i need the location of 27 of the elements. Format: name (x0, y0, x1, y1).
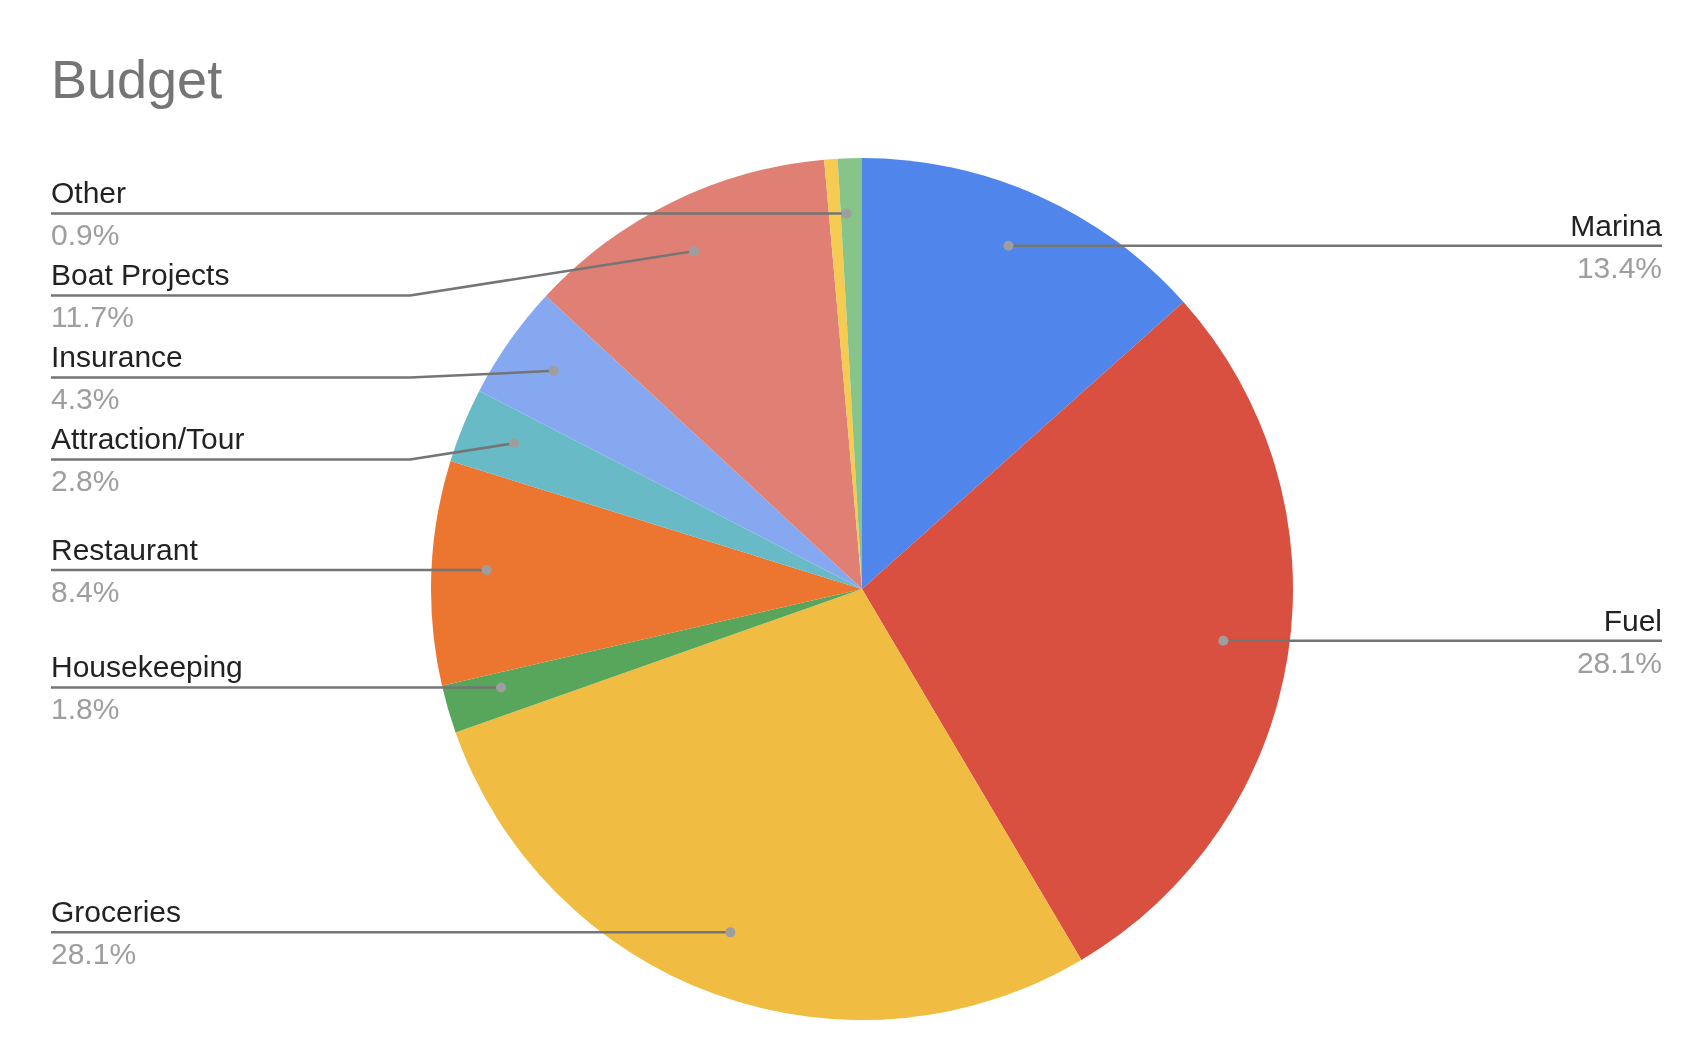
pie-slice (455, 589, 1082, 1020)
pie-slice (479, 295, 862, 589)
slice-label: Insurance (51, 340, 183, 374)
slice-label: Other (51, 176, 127, 210)
slice-label: Housekeeping (51, 650, 243, 684)
slice-label: Fuel (1603, 603, 1662, 637)
data-label: 1.8% (51, 692, 120, 726)
slice-label: Marina (1570, 208, 1663, 242)
slice-label: Boat Projects (51, 258, 230, 292)
data-label: 2.8% (51, 464, 120, 498)
pie-slice (431, 460, 862, 686)
data-label: 28.1% (1576, 645, 1662, 679)
data-label: 13.4% (1576, 250, 1662, 284)
data-label: 11.7% (51, 300, 134, 334)
pie-slice (450, 390, 862, 589)
data-label: 0.9% (51, 218, 120, 252)
pie-slice (862, 301, 1293, 960)
pie-slice (545, 159, 862, 589)
data-label: 4.3% (51, 382, 120, 416)
data-label: 8.4% (51, 575, 120, 609)
slice-label: Groceries (51, 895, 182, 929)
chart-title: Budget (51, 48, 223, 110)
pie-slice (441, 589, 862, 733)
data-label: 28.1% (51, 937, 137, 971)
slice-label: Restaurant (51, 533, 199, 567)
slice-label: Attraction/Tour (51, 422, 245, 456)
pie-slice (862, 158, 1184, 589)
